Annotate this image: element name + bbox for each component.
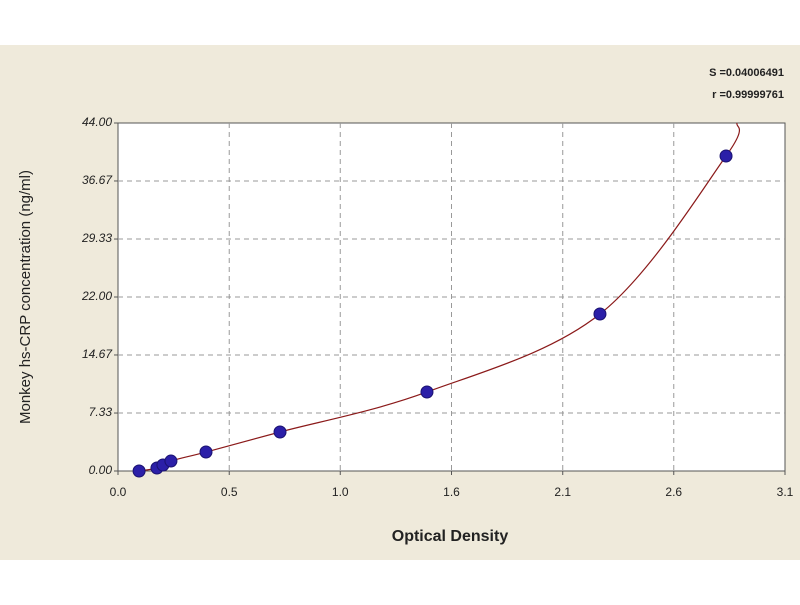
x-tick-label: 2.1 (554, 485, 571, 499)
data-point (273, 425, 287, 439)
x-tick-label: 0.5 (221, 485, 238, 499)
y-tick-label: 7.33 (89, 405, 113, 419)
annotation: r =0.99999761 (712, 89, 784, 101)
y-tick-label: 22.00 (81, 289, 112, 303)
annotation: S =0.04006491 (709, 67, 784, 79)
data-point (199, 445, 213, 459)
y-tick-label: 0.00 (89, 463, 113, 477)
x-tick-label: 0.0 (110, 485, 127, 499)
x-tick-label: 2.6 (665, 485, 682, 499)
data-point (164, 454, 178, 468)
y-axis-title: Monkey hs-CRP concentration (ng/ml) (17, 170, 34, 424)
x-tick-label: 1.0 (332, 485, 349, 499)
y-tick-label: 36.67 (82, 173, 113, 187)
x-tick-label: 1.6 (443, 485, 460, 499)
data-point (420, 385, 434, 399)
y-tick-label: 29.33 (81, 231, 112, 245)
x-tick-label: 3.1 (777, 485, 794, 499)
y-tick-label: 44.00 (82, 115, 112, 129)
x-axis-title: Optical Density (392, 528, 509, 545)
data-point (719, 149, 733, 163)
y-tick-label: 14.67 (82, 347, 113, 361)
data-point (593, 307, 607, 321)
data-point (132, 464, 146, 478)
